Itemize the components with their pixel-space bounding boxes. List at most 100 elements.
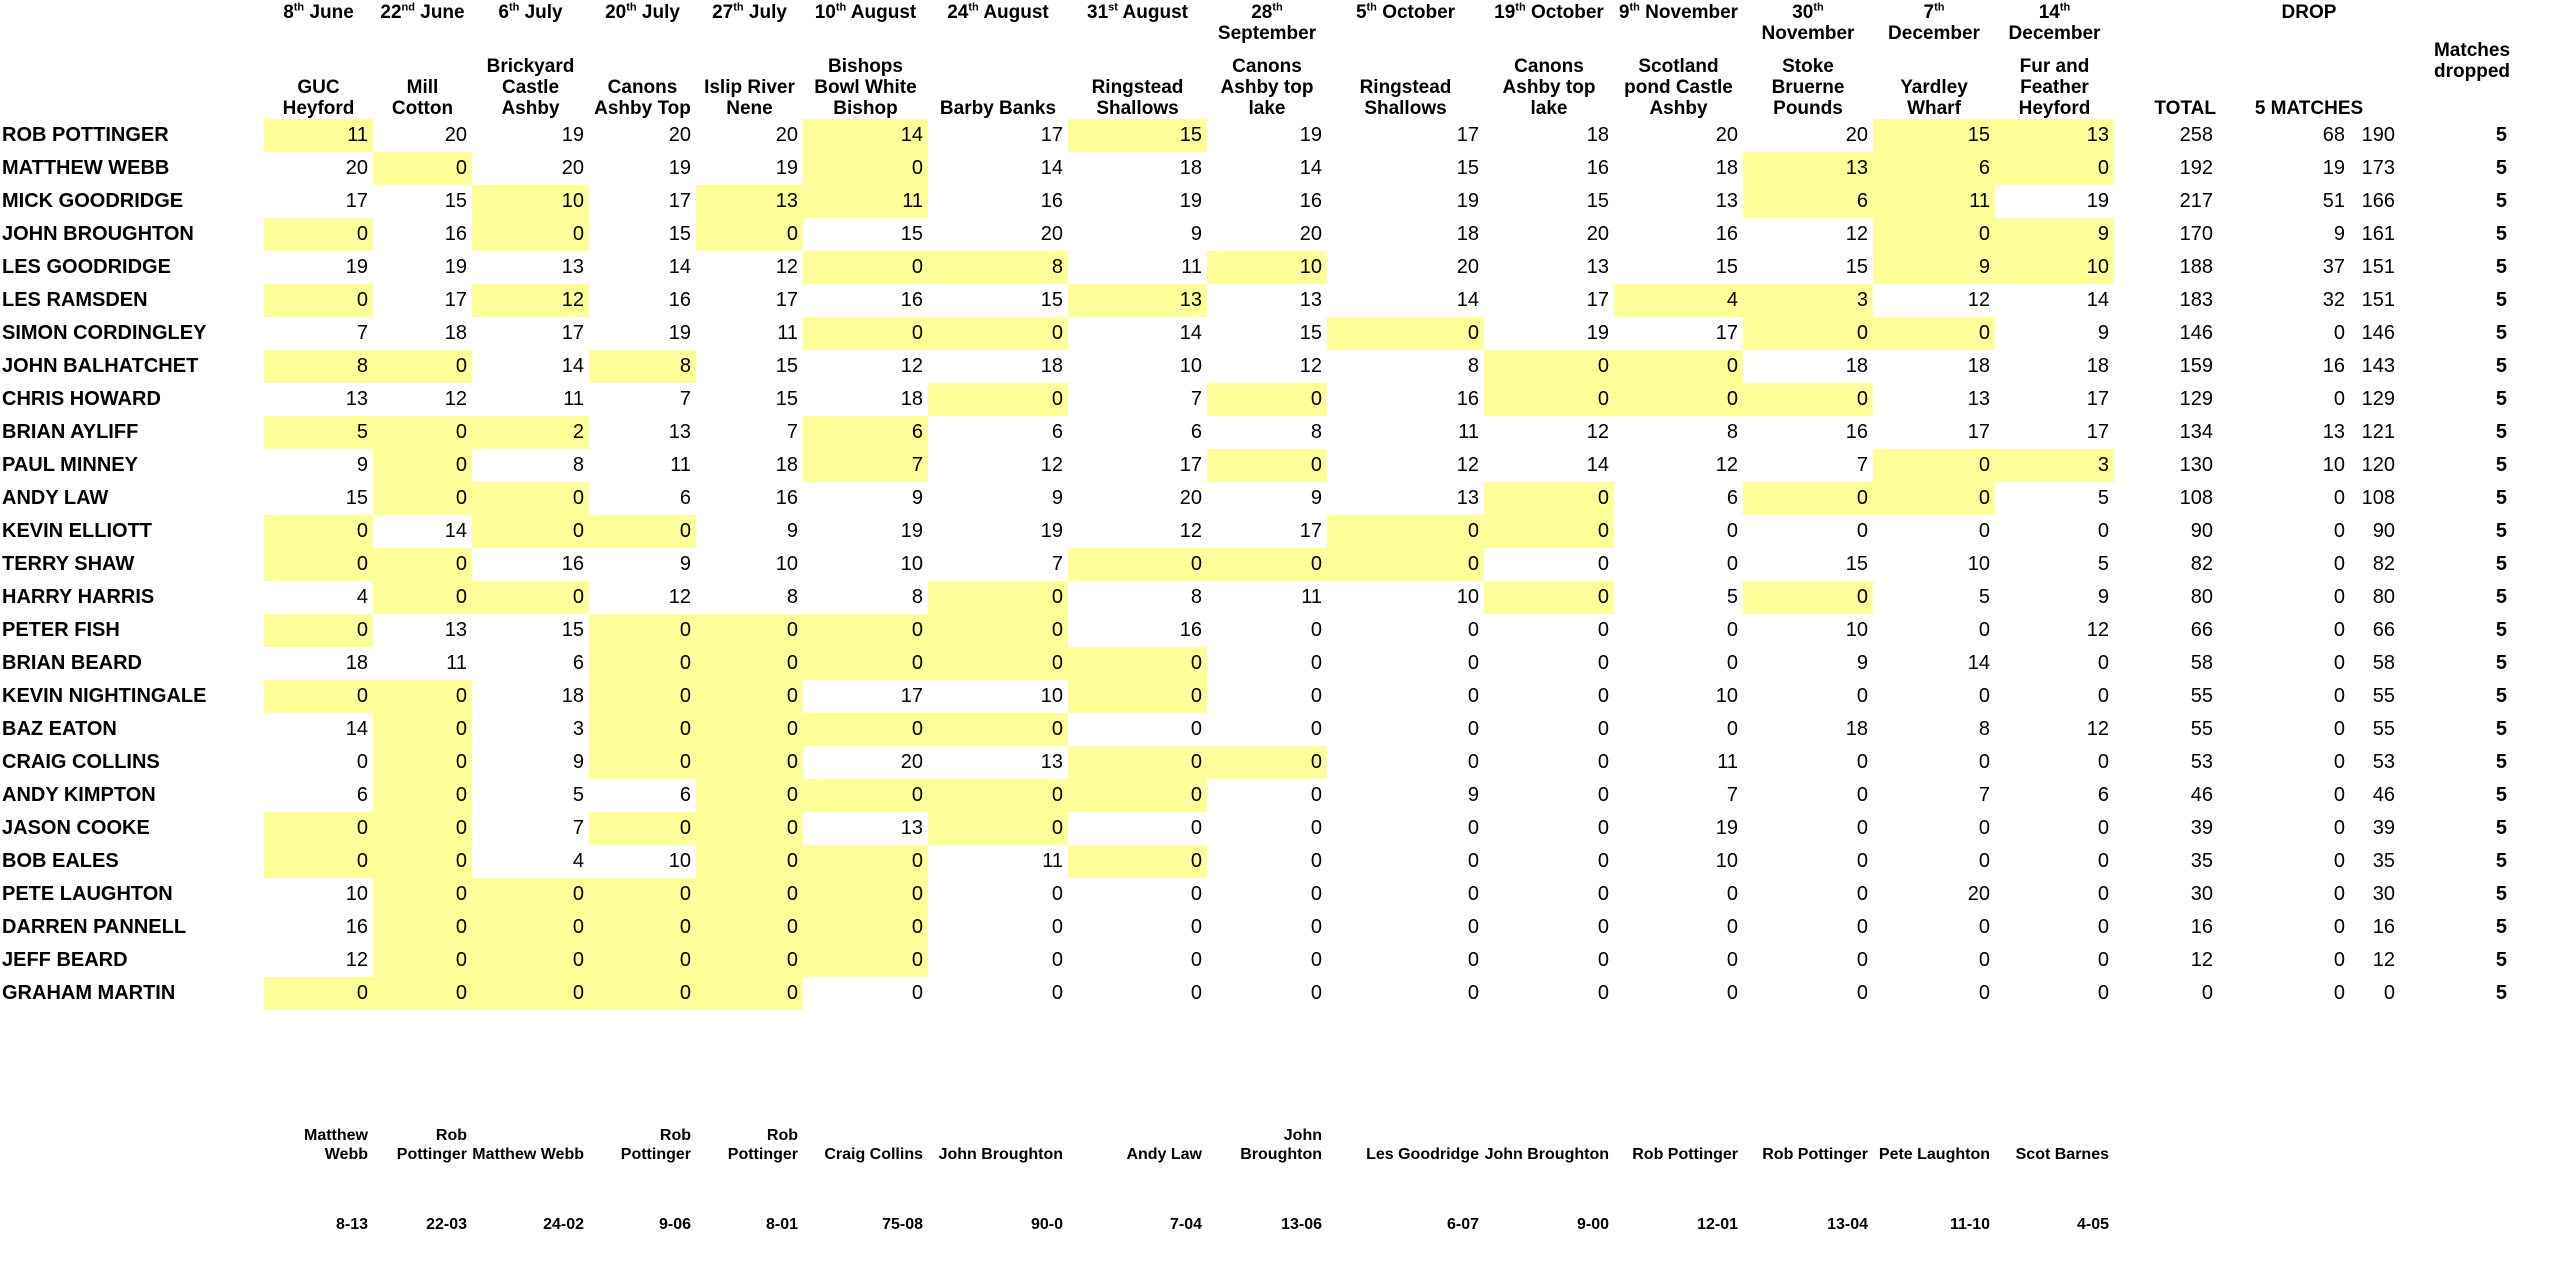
player-row: LES GOODRIDGE 19 19 13 14 12 0 8 11 10 20 13 15 15 9 10… xyxy=(0,251,2512,284)
score: 10 xyxy=(1967,553,1990,575)
score: 0 xyxy=(589,812,696,845)
date-suffix: th xyxy=(733,1,744,14)
winner: Rob Pottinger xyxy=(1762,1146,1868,1163)
player-row: CRAIG COLLINS 0 0 9 0 0 20 13 0 0 0 0 11 0 0 0 53 0 53 5 xyxy=(0,746,2512,779)
score: 15 xyxy=(775,355,798,377)
match-date: 24th August xyxy=(930,2,1066,23)
player-row: BAZ EATON 14 0 3 0 0 0 0 0 0 0 0 0 18 8 12 55 0 55 5 xyxy=(0,713,2512,746)
winner: Matthew Webb xyxy=(472,1146,584,1163)
score: 0 xyxy=(1207,548,1327,581)
score: 0 xyxy=(2097,817,2109,839)
score: 19 xyxy=(668,322,691,344)
score: 10 xyxy=(1715,685,1738,707)
date-month: August xyxy=(1122,2,1188,23)
weight: 11-10 xyxy=(1949,1216,1990,1233)
score: 6 xyxy=(572,652,584,674)
score: 0 xyxy=(1310,883,1322,905)
player-row: MATTHEW WEBB 20 0 20 19 19 0 14 18 14 15 16 18 13 6 0 19… xyxy=(0,152,2512,185)
matches-dropped: 5 xyxy=(2495,388,2508,410)
total: 130 xyxy=(2179,454,2213,476)
score: 17 xyxy=(1715,322,1738,344)
score: 9 xyxy=(1873,251,1995,284)
date-month: October xyxy=(1530,2,1604,23)
score: 0 xyxy=(1597,817,1609,839)
matches-dropped: 5 xyxy=(2495,322,2508,344)
score: 17 xyxy=(1299,520,1322,542)
match-date: 9th November xyxy=(1616,2,1741,23)
date-day: 19 xyxy=(1494,2,1516,23)
drop-total: 0 xyxy=(2333,751,2345,773)
score: 12 xyxy=(1299,355,1322,377)
score: 17 xyxy=(2086,388,2109,410)
score: 11 xyxy=(1873,185,1995,218)
date-suffix: th xyxy=(1515,1,1526,14)
date-day: 14 xyxy=(2038,2,2060,23)
score: 15 xyxy=(1040,289,1063,311)
header-box: 28th September Canons Ashby top lake xyxy=(1209,2,1325,119)
score: 0 xyxy=(1978,751,1990,773)
net-total: 30 xyxy=(2372,883,2396,905)
score: 15 xyxy=(1845,553,1868,575)
score: 0 xyxy=(1873,482,1995,515)
score: 0 xyxy=(472,482,589,515)
score: 7 xyxy=(1978,784,1990,806)
score: 0 xyxy=(1743,383,1873,416)
score: 0 xyxy=(472,581,589,614)
score: 6 xyxy=(356,784,368,806)
score: 0 xyxy=(589,614,696,647)
match-header: 8th June GUC Heyford xyxy=(264,0,373,119)
score: 13 xyxy=(1967,388,1990,410)
score: 0 xyxy=(1873,449,1995,482)
score: 20 xyxy=(1967,883,1990,905)
date-month: August xyxy=(983,2,1049,23)
score: 0 xyxy=(1310,916,1322,938)
header-box: 20th July Canons Ashby Top xyxy=(591,2,694,119)
net-total: 151 xyxy=(2361,256,2396,278)
match-venue: Yardley Wharf xyxy=(1900,77,1968,119)
score: 0 xyxy=(1310,949,1322,971)
matches-dropped: 5 xyxy=(2495,256,2508,278)
score: 14 xyxy=(1299,157,1322,179)
weight: 8-01 xyxy=(765,1216,798,1233)
drop-total: 0 xyxy=(2333,553,2345,575)
score: 20 xyxy=(775,124,798,146)
player-row: ANDY LAW 15 0 0 6 16 9 9 20 9 13 0 6 0 0 5 108 0 108 5 xyxy=(0,482,2512,515)
drop-total: 16 xyxy=(2322,355,2345,377)
weight: 8-13 xyxy=(335,1216,368,1233)
score: 0 xyxy=(1856,883,1868,905)
score: 18 xyxy=(775,454,798,476)
score: 0 xyxy=(373,152,472,185)
score: 0 xyxy=(1597,619,1609,641)
score: 9 xyxy=(679,553,691,575)
score: 5 xyxy=(1978,586,1990,608)
score: 0 xyxy=(1597,652,1609,674)
score: 6 xyxy=(679,784,691,806)
drop-total: 68 xyxy=(2322,124,2345,146)
score: 0 xyxy=(1856,784,1868,806)
score: 5 xyxy=(2097,553,2109,575)
player-row: ANDY KIMPTON 6 0 5 6 0 0 0 0 0 9 0 7 0 7 6 46 0 46 5 xyxy=(0,779,2512,812)
matches-dropped: 5 xyxy=(2495,553,2508,575)
score: 0 xyxy=(1995,152,2114,185)
net-total: 90 xyxy=(2372,520,2396,542)
score: 0 xyxy=(803,845,928,878)
score: 6 xyxy=(1873,152,1995,185)
score: 8 xyxy=(589,350,696,383)
score: 9 xyxy=(911,487,923,509)
score: 18 xyxy=(2086,355,2109,377)
score: 0 xyxy=(1856,982,1868,1004)
weight: 22-03 xyxy=(426,1216,467,1233)
score: 8 xyxy=(928,251,1068,284)
net-total: 35 xyxy=(2372,850,2396,872)
net-total: 190 xyxy=(2361,124,2396,146)
score: 15 xyxy=(1873,119,1995,152)
date-suffix: th xyxy=(1366,1,1377,14)
score: 7 xyxy=(1856,454,1868,476)
score: 0 xyxy=(373,944,472,977)
score: 20 xyxy=(444,124,467,146)
date-day: 5 xyxy=(1355,2,1367,23)
score: 0 xyxy=(373,812,472,845)
score: 4 xyxy=(1614,284,1743,317)
matches-dropped: 5 xyxy=(2495,619,2508,641)
match-date: 5th October xyxy=(1329,2,1482,23)
